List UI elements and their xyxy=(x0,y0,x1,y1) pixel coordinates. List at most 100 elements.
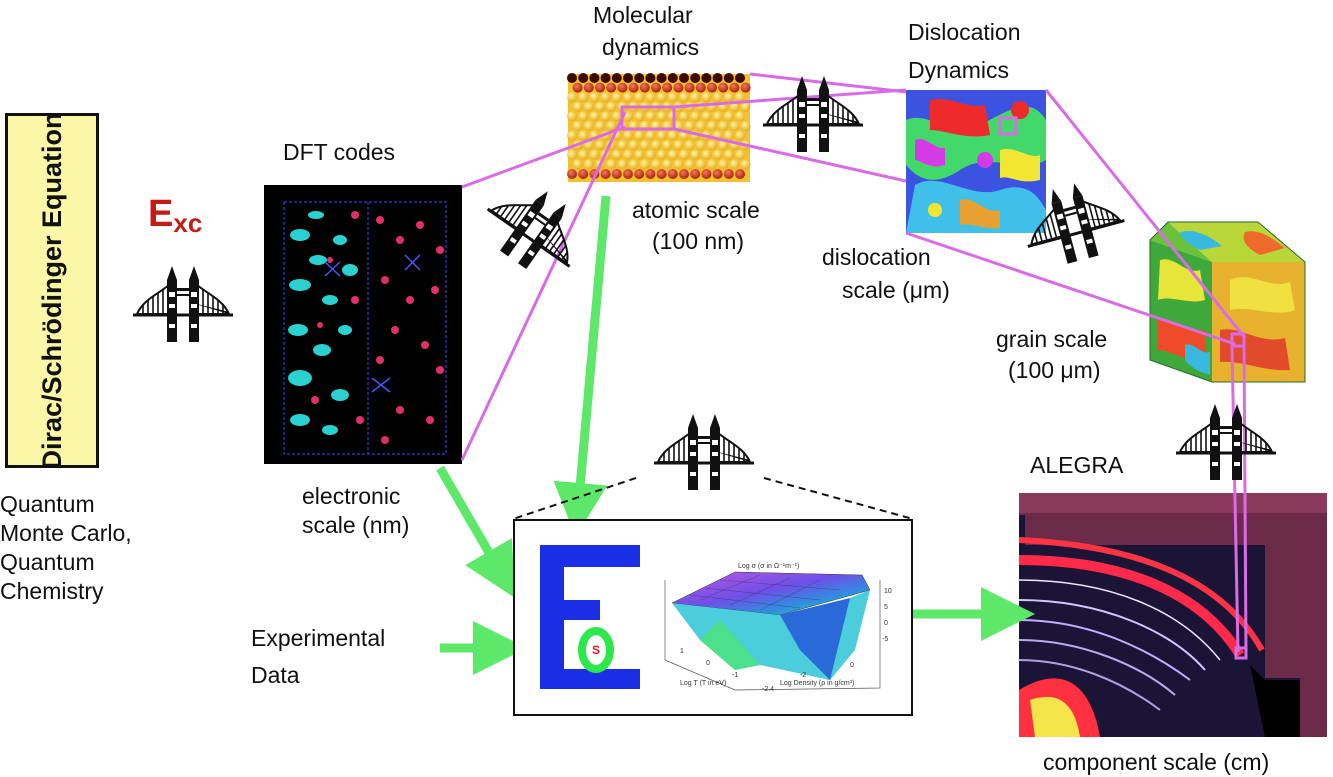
md-atom xyxy=(611,169,622,179)
equation-box: Dirac/Schrödinger Equation xyxy=(5,111,99,470)
md-atom xyxy=(589,73,600,83)
md-atom xyxy=(634,111,645,122)
md-atom xyxy=(718,159,729,170)
md-atom xyxy=(645,169,656,179)
experimental-line: Data xyxy=(251,662,300,688)
eos-y-tick: -2.4 xyxy=(762,686,775,693)
experimental-line: Experimental xyxy=(251,625,386,651)
md-atom xyxy=(684,82,695,93)
qmc-line: Quantum xyxy=(0,549,95,575)
md-atom xyxy=(735,92,745,103)
md-atom xyxy=(567,111,577,122)
md-atom xyxy=(567,130,577,141)
md-atom xyxy=(701,149,712,160)
md-atom xyxy=(617,140,628,151)
md-atom xyxy=(712,92,723,103)
md-atom xyxy=(679,92,689,103)
md-atom xyxy=(701,73,712,83)
md-atom xyxy=(740,82,751,93)
md-atom xyxy=(645,149,656,160)
eos-letter-s: S xyxy=(591,643,600,657)
bridge-icon xyxy=(761,74,865,154)
md-atom xyxy=(707,82,717,93)
md-atom xyxy=(718,82,729,93)
md-atom xyxy=(662,82,673,93)
md-atom xyxy=(656,111,667,122)
eos-plot-title: Log σ (σ in Ω⁻¹m⁻¹) xyxy=(738,563,800,570)
eos-x-tick: 1 xyxy=(680,648,684,655)
md-atom xyxy=(667,92,678,103)
md-atom xyxy=(645,92,656,103)
md-atom xyxy=(684,159,695,170)
md-atom xyxy=(611,92,622,103)
alegra-image xyxy=(1018,493,1327,737)
exc-label: Exc xyxy=(148,193,203,238)
md-atom xyxy=(673,82,684,93)
eos-z-tick: 0 xyxy=(884,620,888,627)
eos-z-tick: 10 xyxy=(884,588,892,595)
md-atom xyxy=(595,101,605,112)
md-atom xyxy=(634,73,645,83)
md-atom xyxy=(578,73,589,83)
md-atom xyxy=(679,73,689,83)
dft-scale-line: electronic xyxy=(302,483,401,509)
md-atom xyxy=(656,73,667,83)
md-atom xyxy=(723,92,734,103)
md-atom xyxy=(712,149,723,160)
dd-title-line: Dislocation xyxy=(908,19,1021,45)
md-atom xyxy=(690,169,701,179)
md-atom xyxy=(740,121,751,131)
eos-z-tick: -5 xyxy=(882,636,889,643)
md-atom xyxy=(645,73,656,83)
md-atom xyxy=(656,169,667,179)
bridge-icon xyxy=(131,264,235,344)
md-atom xyxy=(735,73,745,83)
md-atom xyxy=(735,169,745,179)
alegra-scale: component scale (cm) xyxy=(1043,749,1270,775)
md-atom xyxy=(729,121,740,131)
md-atom xyxy=(723,169,734,179)
dft-title: DFT codes xyxy=(283,139,396,165)
md-atom xyxy=(567,169,577,179)
grain-scale-line: (100 μm) xyxy=(1008,357,1101,383)
eos-x-tick: 0 xyxy=(706,660,710,667)
md-atom xyxy=(690,73,701,83)
bridge-icon xyxy=(470,167,600,291)
md-atom xyxy=(712,169,723,179)
md-atom xyxy=(600,111,611,122)
md-atom xyxy=(567,92,577,103)
md-atom xyxy=(690,111,701,122)
alegra-title: ALEGRA xyxy=(1030,452,1124,478)
md-atom xyxy=(572,159,583,170)
md-atom xyxy=(707,140,717,151)
md-atom xyxy=(667,169,678,179)
md-atom xyxy=(707,159,717,170)
md-atom xyxy=(634,92,645,103)
md-atom xyxy=(572,82,583,93)
md-atom xyxy=(723,73,734,83)
md-atom xyxy=(679,149,689,160)
md-atom xyxy=(623,130,633,141)
md-atom xyxy=(701,92,712,103)
md-atom xyxy=(606,121,617,131)
grain-scale-line: grain scale xyxy=(996,326,1108,352)
equation-box-text: Dirac/Schrödinger Equation xyxy=(37,111,67,470)
md-atom xyxy=(600,73,611,83)
scale-connectors xyxy=(460,72,1248,660)
md-atom xyxy=(729,101,740,112)
md-atom xyxy=(684,140,695,151)
md-atom xyxy=(701,111,712,122)
md-atom xyxy=(656,92,667,103)
md-atom xyxy=(740,159,751,170)
bridge-icon xyxy=(1174,402,1278,482)
eos-y-tick: 0 xyxy=(850,662,854,669)
dft-scale-line: scale (nm) xyxy=(302,512,410,538)
eos-bridge-cone xyxy=(512,477,914,520)
md-atom xyxy=(639,140,650,151)
md-atom xyxy=(639,159,650,170)
md-atom xyxy=(723,111,734,122)
md-title-line: dynamics xyxy=(602,34,700,60)
md-atom xyxy=(567,149,577,160)
md-atom xyxy=(583,159,594,170)
